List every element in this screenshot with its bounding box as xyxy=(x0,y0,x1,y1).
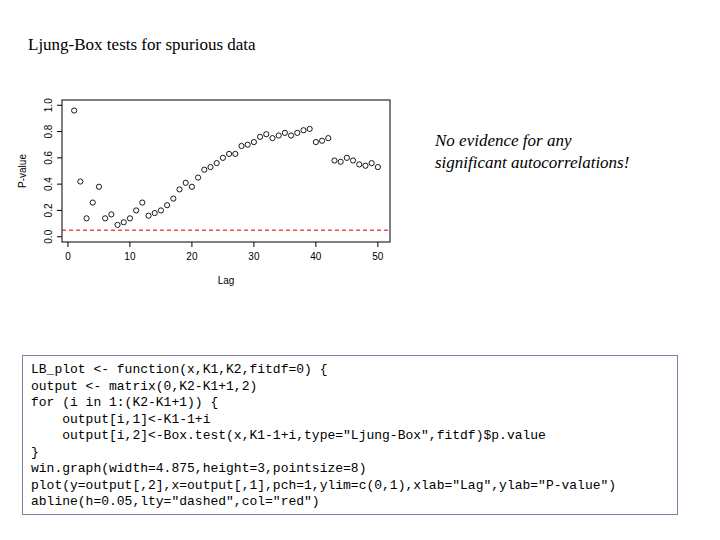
code-line: output[i,1]<-K1-1+i xyxy=(31,412,677,429)
data-point xyxy=(313,139,318,144)
data-point xyxy=(115,222,120,227)
y-tick-label: 0.2 xyxy=(43,203,54,217)
data-point xyxy=(369,161,374,166)
data-point xyxy=(295,130,300,135)
data-point xyxy=(109,212,114,217)
y-tick-label: 0.8 xyxy=(43,124,54,138)
data-point xyxy=(171,196,176,201)
data-point xyxy=(72,108,77,113)
x-tick xyxy=(191,242,192,247)
plot-frame xyxy=(62,100,390,242)
x-tick-label: 40 xyxy=(310,251,322,262)
data-point xyxy=(152,210,157,215)
data-point xyxy=(264,132,269,137)
data-point xyxy=(208,164,213,169)
data-point xyxy=(121,220,126,225)
code-line: for (i in 1:(K2-K1+1)) { xyxy=(31,395,677,412)
x-tick-label: 50 xyxy=(372,251,384,262)
data-point xyxy=(350,158,355,163)
data-point xyxy=(84,216,89,221)
x-tick-label: 20 xyxy=(186,251,198,262)
code-line: LB_plot <- function(x,K1,K2,fitdf=0) { xyxy=(31,362,677,379)
y-tick xyxy=(57,184,62,185)
data-point xyxy=(103,216,108,221)
code-line: output <- matrix(0,K2-K1+1,2) xyxy=(31,379,677,396)
data-point xyxy=(326,136,331,141)
y-axis-label: P-value xyxy=(17,154,28,188)
code-line: output[i,2]<-Box.test(x,K1-1+i,type="Lju… xyxy=(31,428,677,445)
y-tick xyxy=(57,105,62,106)
data-point xyxy=(257,134,262,139)
data-point xyxy=(177,187,182,192)
x-tick xyxy=(377,242,378,247)
data-point xyxy=(301,128,306,133)
data-point xyxy=(202,167,207,172)
x-tick-label: 10 xyxy=(124,251,136,262)
data-point xyxy=(307,126,312,131)
y-tick xyxy=(57,131,62,132)
data-point xyxy=(146,213,151,218)
reference-line xyxy=(62,230,390,231)
data-point xyxy=(270,136,275,141)
data-point xyxy=(183,180,188,185)
data-point xyxy=(127,216,132,221)
y-tick-label: 0.0 xyxy=(43,229,54,243)
code-line: abline(h=0.05,lty="dashed",col="red") xyxy=(31,494,677,511)
data-point xyxy=(276,133,281,138)
data-point xyxy=(251,139,256,144)
data-point xyxy=(140,200,145,205)
data-point xyxy=(134,208,139,213)
data-point xyxy=(288,133,293,138)
x-axis-label: Lag xyxy=(218,275,235,286)
data-point xyxy=(90,200,95,205)
code-line: win.graph(width=4.875,height=3,pointsize… xyxy=(31,461,677,478)
data-point xyxy=(357,162,362,167)
slide: Ljung-Box tests for spurious data 0 10 20 30… xyxy=(0,0,720,540)
y-tick-label: 0.6 xyxy=(43,150,54,164)
code-line: plot(y=output[,2],x=output[,1],pch=1,yli… xyxy=(31,478,677,495)
annotation: No evidence for any xyxy=(434,131,572,150)
y-tick-label: 0.4 xyxy=(43,177,54,191)
data-point xyxy=(226,151,231,156)
x-tick-label: 30 xyxy=(248,251,260,262)
annotation: significant autocorrelations! xyxy=(435,153,629,172)
data-point xyxy=(158,208,163,213)
data-point xyxy=(338,159,343,164)
x-tick xyxy=(129,242,130,247)
data-point xyxy=(214,161,219,166)
data-point xyxy=(239,143,244,148)
data-point xyxy=(319,138,324,143)
data-point xyxy=(245,142,250,147)
data-point xyxy=(220,155,225,160)
data-point xyxy=(375,164,380,169)
x-tick xyxy=(253,242,254,247)
data-point xyxy=(78,179,83,184)
data-point xyxy=(282,130,287,135)
plot-area xyxy=(62,108,390,230)
data-point xyxy=(233,151,238,156)
data-point xyxy=(332,158,337,163)
y-tick-label: 1.0 xyxy=(43,98,54,112)
x-tick-label: 0 xyxy=(65,251,71,262)
code-box: LB_plot <- function(x,K1,K2,fitdf=0) {ou… xyxy=(22,355,678,515)
y-tick xyxy=(57,157,62,158)
data-point xyxy=(363,163,368,168)
data-point xyxy=(196,175,201,180)
x-tick xyxy=(67,242,68,247)
data-point xyxy=(96,184,101,189)
code-line: } xyxy=(31,445,677,462)
x-tick xyxy=(315,242,316,247)
y-tick xyxy=(57,210,62,211)
data-point xyxy=(189,184,194,189)
data-point xyxy=(344,155,349,160)
data-point xyxy=(165,203,170,208)
y-tick xyxy=(57,236,62,237)
title: Ljung-Box tests for spurious data xyxy=(28,35,256,54)
